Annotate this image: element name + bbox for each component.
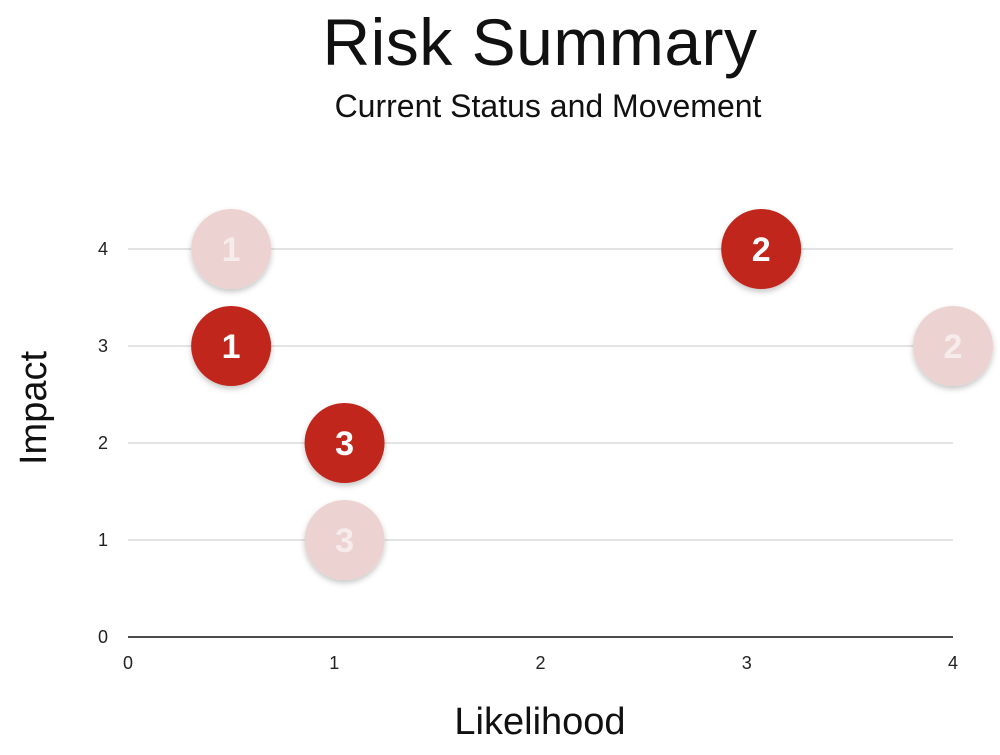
- x-tick-label: 3: [742, 653, 752, 673]
- x-tick-label: 4: [948, 653, 958, 673]
- data-point-0-3: 3: [304, 500, 385, 580]
- y-tick-label: 2: [98, 433, 108, 453]
- point-label: 2: [752, 231, 771, 269]
- point-label: 3: [335, 522, 354, 560]
- data-point-1-1: 1: [191, 306, 272, 386]
- point-marker: [304, 403, 385, 483]
- data-point-1-2: 2: [721, 209, 802, 289]
- y-tick-label: 4: [98, 239, 108, 259]
- point-marker: [191, 306, 272, 386]
- point-marker: [304, 500, 385, 580]
- data-point-0-1: 1: [191, 209, 272, 289]
- x-tick-label: 1: [329, 653, 339, 673]
- tick-labels: 0 1 2 3 4 0 1 2 3 4: [98, 239, 958, 673]
- x-tick-label: 2: [535, 653, 545, 673]
- data-points: 1 2 3 1 2 3: [191, 209, 993, 580]
- y-tick-label: 1: [98, 530, 108, 550]
- x-tick-label: 0: [123, 653, 133, 673]
- point-label: 1: [222, 231, 241, 269]
- point-label: 1: [222, 328, 241, 366]
- chart-subtitle: Current Status and Movement: [334, 88, 762, 124]
- point-marker: [191, 209, 272, 289]
- point-marker: [721, 209, 802, 289]
- y-tick-label: 3: [98, 336, 108, 356]
- y-axis-title: Impact: [13, 351, 55, 465]
- point-label: 3: [335, 425, 354, 463]
- x-axis-title: Likelihood: [454, 701, 625, 743]
- data-point-0-2: 2: [913, 306, 993, 386]
- point-marker: [913, 306, 993, 386]
- point-label: 2: [944, 328, 963, 366]
- y-tick-label: 0: [98, 627, 108, 647]
- chart-title: Risk Summary: [322, 5, 758, 79]
- data-point-1-3: 3: [304, 403, 385, 483]
- gridlines: [128, 248, 953, 541]
